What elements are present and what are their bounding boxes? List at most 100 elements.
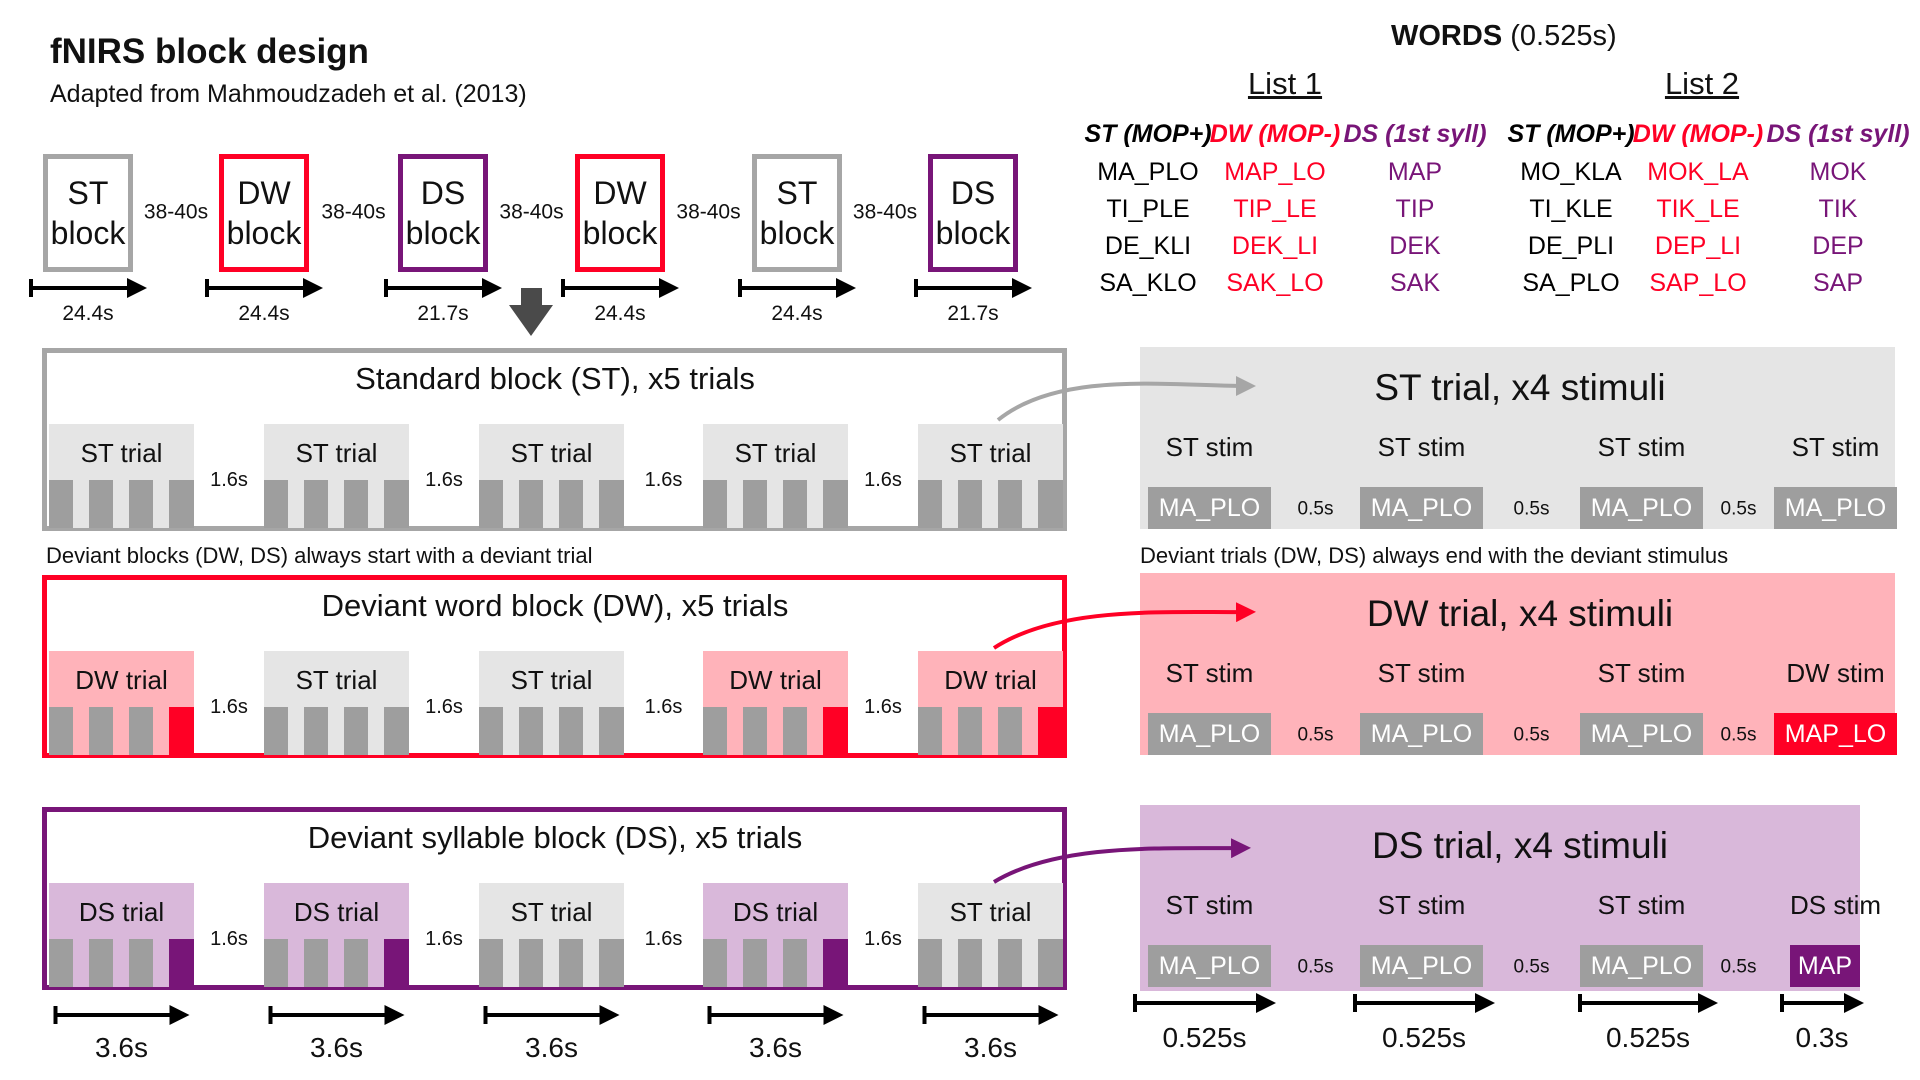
stimulus-bars bbox=[49, 707, 194, 755]
block-frame-ds bbox=[42, 807, 1067, 990]
stimulus-bar bbox=[304, 707, 328, 755]
trial-label: ST trial bbox=[918, 883, 1063, 941]
trial-ds: DS trial bbox=[264, 883, 409, 987]
stimulus-bar bbox=[703, 480, 727, 528]
stimulus-chip-st: MA_PLO bbox=[1774, 487, 1897, 529]
stimulus-duration-label: 0.525s bbox=[1162, 1022, 1247, 1053]
stimulus-chip-st: MA_PLO bbox=[1148, 713, 1271, 755]
stimulus-bar bbox=[559, 939, 583, 987]
inter-stimulus-gap-label: 0.5s bbox=[1720, 724, 1757, 746]
stimulus-label: ST stim bbox=[1165, 890, 1254, 920]
stimulus-chip-st: MA_PLO bbox=[1148, 945, 1271, 987]
sequence-block-dw: DW block bbox=[219, 154, 309, 272]
block-label-line2: block bbox=[759, 215, 835, 251]
stimulus-label: ST stim bbox=[1377, 658, 1466, 688]
word-item: MAP bbox=[1387, 158, 1443, 186]
stimulus-bar bbox=[998, 480, 1022, 528]
trial-st: ST trial bbox=[49, 424, 194, 528]
stimulus-bar bbox=[958, 707, 982, 755]
stimulus-bar bbox=[89, 707, 113, 755]
word-item: DEP bbox=[1812, 232, 1864, 260]
stimulus-bar bbox=[129, 707, 153, 755]
block-label-line2: block bbox=[935, 215, 1011, 251]
stimulus-bar bbox=[1038, 707, 1063, 755]
stimulus-bar bbox=[169, 707, 194, 755]
word-item: TI_PLE bbox=[1106, 195, 1190, 223]
stimulus-label: DS stim bbox=[1790, 890, 1881, 920]
stimulus-bar bbox=[384, 939, 409, 987]
trial-panel-title: ST trial, x4 stimuli bbox=[1374, 367, 1666, 408]
stimulus-bar bbox=[129, 480, 153, 528]
stimulus-label: ST stim bbox=[1377, 890, 1466, 920]
stimulus-bar bbox=[304, 480, 328, 528]
trial-st: ST trial bbox=[703, 424, 848, 528]
trial-duration-label: 3.6s bbox=[964, 1032, 1017, 1063]
block-label-line2: block bbox=[405, 215, 481, 251]
stimulus-bar bbox=[264, 939, 288, 987]
stimulus-bars bbox=[479, 939, 624, 987]
sequence-block-ds: DS block bbox=[398, 154, 488, 272]
word-column-header: DW (MOP-) bbox=[1632, 120, 1764, 148]
stimulus-bars bbox=[918, 707, 1063, 755]
trial-label: ST trial bbox=[264, 651, 409, 709]
sequence-block-st: ST block bbox=[752, 154, 842, 272]
stimulus-bars bbox=[264, 480, 409, 528]
stimulus-bar bbox=[958, 939, 982, 987]
stimulus-bar bbox=[344, 939, 368, 987]
stimulus-bar bbox=[384, 707, 409, 755]
stimulus-bars bbox=[703, 480, 848, 528]
words-heading: WORDS (0.525s) bbox=[1391, 22, 1617, 51]
trial-duration-label: 3.6s bbox=[525, 1032, 578, 1063]
block-label-line1: DS bbox=[420, 175, 466, 211]
stimulus-chip-ds: MAP bbox=[1790, 945, 1860, 987]
stimulus-bar bbox=[599, 480, 624, 528]
block-frame-st bbox=[42, 348, 1067, 531]
stimulus-label: ST stim bbox=[1165, 658, 1254, 688]
deviant-trial-note: Deviant trials (DW, DS) always end with … bbox=[1140, 543, 1729, 568]
block-frame-title: Deviant syllable block (DS), x5 trials bbox=[307, 820, 803, 855]
inter-block-gap-label: 38-40s bbox=[852, 200, 918, 224]
inter-block-gap-label: 38-40s bbox=[499, 200, 564, 224]
word-item: TIK_LE bbox=[1656, 195, 1740, 223]
stimulus-chip-st: MA_PLO bbox=[1580, 713, 1703, 755]
stimulus-bar bbox=[169, 480, 194, 528]
word-list-title: List 2 bbox=[1664, 66, 1740, 101]
stimulus-bar bbox=[49, 707, 73, 755]
trial-label: DS trial bbox=[49, 883, 194, 941]
stimulus-bars bbox=[918, 939, 1063, 987]
trial-dw: DW trial bbox=[49, 651, 194, 755]
inter-trial-gap-label: 1.6s bbox=[425, 696, 463, 718]
trial-label: DS trial bbox=[703, 883, 848, 941]
trial-st: ST trial bbox=[264, 424, 409, 528]
stimulus-chip-st: MA_PLO bbox=[1580, 945, 1703, 987]
trial-duration-label: 3.6s bbox=[749, 1032, 802, 1063]
inter-stimulus-gap-label: 0.5s bbox=[1720, 498, 1757, 520]
inter-trial-gap-label: 1.6s bbox=[644, 928, 683, 950]
trial-dw: DW trial bbox=[918, 651, 1063, 755]
stimulus-duration-label: 0.3s bbox=[1795, 1022, 1849, 1053]
block-frame-title: Deviant word block (DW), x5 trials bbox=[321, 588, 789, 623]
stimulus-bar bbox=[783, 707, 807, 755]
word-item: TIP bbox=[1395, 195, 1435, 223]
trial-ds: DS trial bbox=[703, 883, 848, 987]
stimulus-bars bbox=[703, 707, 848, 755]
stimulus-bars bbox=[264, 707, 409, 755]
trial-label: ST trial bbox=[264, 424, 409, 482]
word-item: SAP bbox=[1812, 269, 1864, 297]
trial-duration-label: 3.6s bbox=[310, 1032, 363, 1063]
stimulus-bars bbox=[703, 939, 848, 987]
stimulus-label: DW stim bbox=[1786, 658, 1885, 688]
stimulus-bar bbox=[129, 939, 153, 987]
trial-duration-label: 3.6s bbox=[95, 1032, 148, 1063]
block-duration-label: 24.4s bbox=[62, 302, 114, 325]
stimulus-bar bbox=[918, 480, 942, 528]
word-item: DEP_LI bbox=[1654, 232, 1742, 260]
word-item: SAK bbox=[1389, 269, 1441, 297]
word-column-header: DS (1st syll) bbox=[1766, 120, 1910, 148]
inter-trial-gap-label: 1.6s bbox=[210, 469, 248, 491]
word-item: TIP_LE bbox=[1233, 195, 1317, 223]
word-column-header: DW (MOP-) bbox=[1209, 120, 1341, 148]
sequence-block-dw: DW block bbox=[575, 154, 665, 272]
